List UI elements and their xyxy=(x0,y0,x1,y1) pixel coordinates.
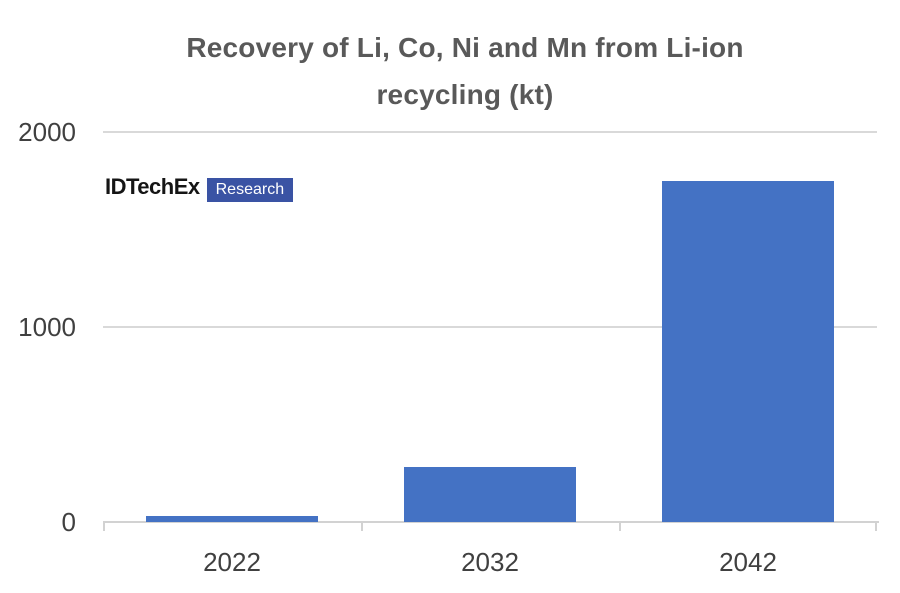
y-axis-label-1000: 1000 xyxy=(18,312,76,342)
bar-2042 xyxy=(662,181,834,522)
chart-title-line1: Recovery of Li, Co, Ni and Mn from Li-io… xyxy=(186,32,744,63)
logo-research-badge: Research xyxy=(206,178,294,202)
x-axis-tick xyxy=(361,522,363,531)
x-axis-label-2042: 2042 xyxy=(719,547,777,577)
x-axis-tick xyxy=(875,522,877,531)
x-axis-label-2032: 2032 xyxy=(461,547,519,577)
logo-brand-wrap: IDTechEx xyxy=(105,175,200,198)
gridline-2000 xyxy=(103,131,877,133)
bar-2032 xyxy=(404,467,576,522)
bar-2022 xyxy=(146,516,318,522)
x-axis-tick xyxy=(619,522,621,531)
y-axis-label-0: 0 xyxy=(61,507,76,537)
idtechex-logo: IDTechEx Research xyxy=(105,175,294,202)
x-axis-tick xyxy=(103,522,105,531)
x-axis-label-2022: 2022 xyxy=(203,547,261,577)
y-axis-label-2000: 2000 xyxy=(18,117,76,147)
chart-title: Recovery of Li, Co, Ni and Mn from Li-io… xyxy=(15,24,900,118)
logo-brand-text: IDTechEx xyxy=(105,174,200,199)
x-axis-line xyxy=(103,521,879,523)
chart-title-line2: recycling (kt) xyxy=(376,79,554,110)
gridline-1000 xyxy=(103,326,877,328)
